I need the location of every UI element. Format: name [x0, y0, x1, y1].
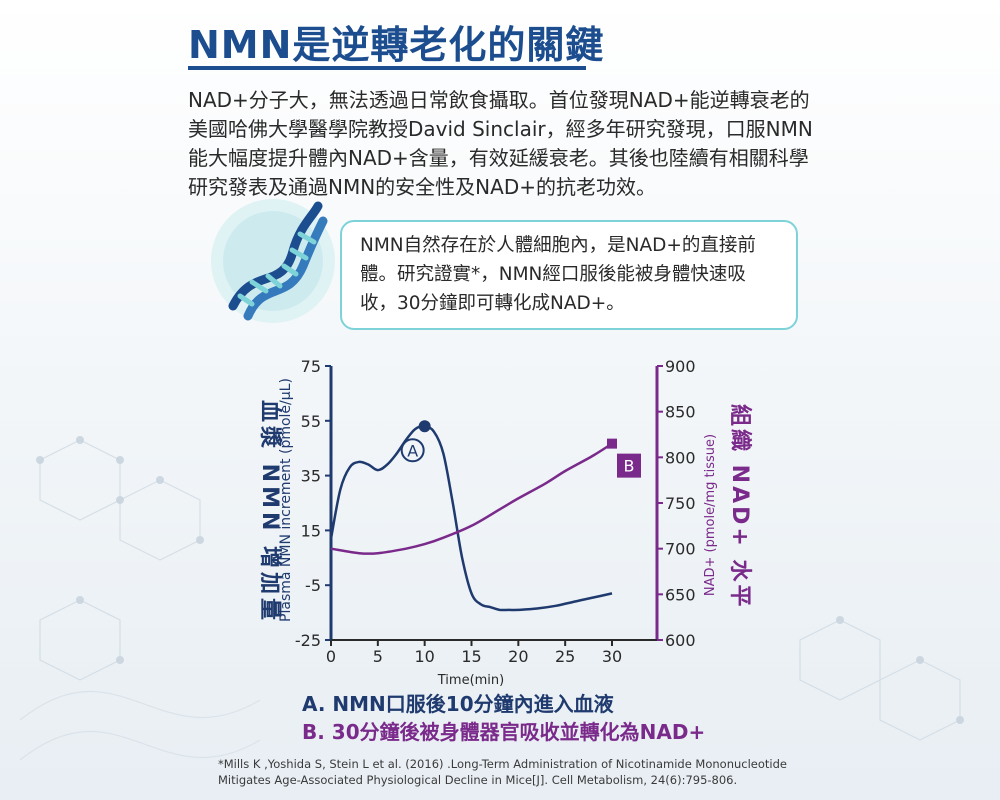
left-tick-label: 15 [301, 521, 321, 540]
citation: *Mills K ,Yoshida S, Stein L et al. (201… [218, 757, 787, 787]
marker-a-label: A [407, 441, 418, 460]
right-tick-label: 600 [665, 631, 696, 650]
marker-a-badge [400, 438, 425, 463]
left-tick-label: 55 [301, 412, 321, 431]
intro-paragraph: NAD+分子大，無法透過日常飲食攝取。首位發現NAD+能逆轉衰老的美國哈佛大學醫… [188, 88, 813, 199]
marker-b-label: B [624, 457, 635, 476]
nmn-series-line [329, 424, 613, 612]
dna-icon [211, 199, 335, 323]
left-tick-label: -5 [305, 576, 321, 595]
right-tick-label: 700 [665, 540, 696, 559]
x-tick-label: 0 [326, 647, 336, 666]
left-tick-label: 75 [301, 357, 321, 376]
x-tick-label: 10 [414, 647, 434, 666]
right-tick-label: 800 [665, 448, 696, 467]
x-tick-label: 5 [373, 647, 383, 666]
info-box: NMN自然存在於人體細胞內，是NAD+的直接前體。研究證實*，NMN經口服後能被… [340, 220, 798, 330]
x-tick-label: 25 [555, 647, 575, 666]
marker-a-point [418, 420, 431, 433]
right-tick-label: 900 [665, 357, 696, 376]
right-tick-label: 650 [665, 585, 696, 604]
marker-b-point [607, 438, 617, 449]
right-tick-label: 750 [665, 494, 696, 513]
left-axis-title-zh: 血漿 NMN 增加量 [257, 400, 283, 624]
page-title: NMN是逆轉老化的關鍵 [188, 23, 605, 67]
x-tick-label: 15 [461, 647, 481, 666]
left-tick-label: -25 [295, 631, 321, 650]
nad-series-line [330, 442, 613, 556]
right-axis-title-en: NAD+ (pmole/mg tissue) [703, 434, 718, 596]
marker-b-badge [617, 453, 641, 478]
left-tick-label: 35 [301, 467, 321, 486]
legend-b: B. 30分鐘後被身體器官吸收並轉化為NAD+ [302, 720, 706, 744]
left-axis-title-en: Plasma NMN increment (pmole/μL) [278, 378, 294, 622]
x-tick-label: 30 [602, 647, 622, 666]
title-underline [188, 66, 586, 70]
legend-a: A. NMN口服後10分鐘內進入血液 [302, 692, 614, 716]
right-tick-label: 850 [665, 403, 696, 422]
x-axis-title: Time(min) [437, 673, 504, 688]
x-tick-label: 20 [508, 647, 528, 666]
right-axis-title-zh: 組織 NAD+ 水平 [727, 404, 753, 609]
